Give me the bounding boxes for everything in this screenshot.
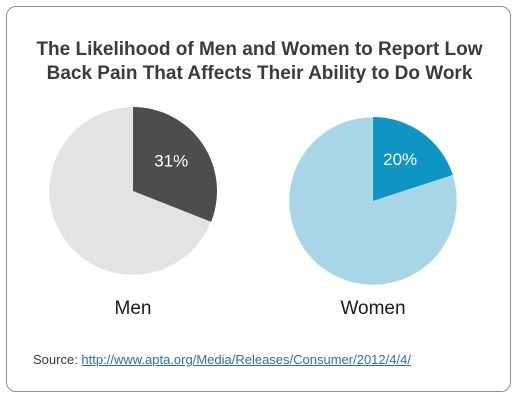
chart-title-line-1: The Likelihood of Men and Women to Repor… — [36, 39, 483, 60]
pie-slice-label-women: 20% — [383, 150, 417, 169]
pie-name-men: Men — [115, 298, 152, 319]
pie-slice-men-highlight — [133, 107, 217, 222]
pie-slice-men-remainder — [48, 106, 212, 276]
chart-title-line-2: Back Pain That Affects Their Ability to … — [46, 63, 473, 84]
chart-title: The Likelihood of Men and Women to Repor… — [20, 38, 499, 86]
source-link[interactable]: http://www.apta.org/Media/Releases/Consu… — [81, 352, 411, 367]
source-line: Source: http://www.apta.org/Media/Releas… — [33, 352, 411, 367]
pie-slice-label-men: 31% — [154, 152, 188, 171]
pie-slice-women-highlight — [373, 117, 453, 201]
source-prefix: Source: — [33, 352, 82, 367]
pie-name-women: Women — [340, 298, 405, 319]
pie-slice-women-remainder — [288, 116, 458, 286]
